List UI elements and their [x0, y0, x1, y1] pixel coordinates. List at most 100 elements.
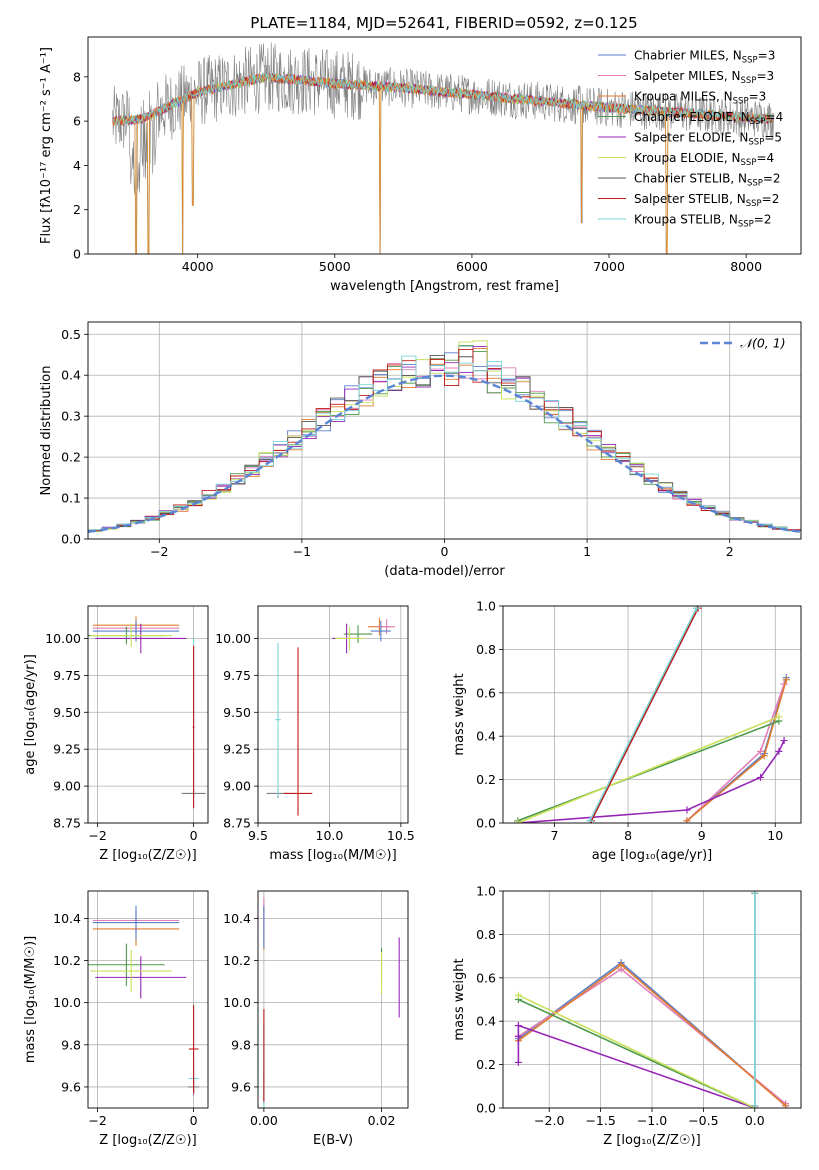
y-axis-label: Normed distribution — [39, 366, 54, 496]
y-tick-label: 9.50 — [53, 705, 81, 720]
weight-marker — [693, 606, 701, 612]
weight-line-7 — [590, 607, 699, 822]
spectrum-line-8 — [112, 71, 774, 126]
weight-marker — [757, 747, 765, 755]
y-tick-label: 10.0 — [223, 995, 251, 1010]
x-tick-label: −1.5 — [585, 1113, 615, 1128]
panel-residuals: −2 −1 0 1 2 0.0 0.1 0.2 0.3 0.4 0.5 (data-model)/er… — [39, 321, 802, 579]
axes-frame — [502, 605, 802, 824]
weight-marker — [782, 676, 790, 684]
x-tick-label: 10 — [767, 828, 783, 843]
gridlines — [503, 605, 801, 824]
panel-weight_vs_age: 7 8 9 10 0.0 0.2 0.4 0.6 0.8 1.0 age [log₁₀(age/yr… — [452, 599, 802, 863]
spectrum-line-6 — [112, 42, 774, 254]
weight-marker — [760, 752, 768, 760]
axes-frame — [87, 321, 802, 540]
weight-marker — [514, 1058, 522, 1066]
y-tick-label: 0.6 — [476, 970, 496, 985]
weight-marker — [782, 1102, 790, 1108]
weight-line-5 — [517, 715, 780, 823]
y-tick-label: 0.8 — [476, 927, 496, 942]
y-tick-label: 0.2 — [476, 772, 496, 787]
panel-weight_vs_Z: −2.0 −1.5 −1.0 −0.5 0.0 0.0 0.2 0.4 0.6 0.8 1.0 Z [… — [452, 884, 802, 1148]
plot-area — [514, 891, 790, 1108]
x-tick-label: 6000 — [456, 259, 488, 274]
errorbar-point-5 — [90, 623, 172, 648]
x-tick-label: −1 — [293, 544, 311, 559]
axes-frame — [87, 36, 802, 255]
y-axis-label: age [log₁₀(age/yr)] — [23, 654, 38, 775]
x-tick-label: 8 — [624, 828, 632, 843]
y-tick-label: 9.8 — [61, 1037, 81, 1052]
y-tick-label: 0.0 — [476, 1101, 496, 1116]
x-tick-label: 2 — [726, 544, 734, 559]
legend-entry: 𝒩(0, 1) — [740, 336, 786, 351]
weight-marker — [586, 817, 594, 823]
y-tick-label: 9.50 — [223, 705, 251, 720]
x-tick-label: 5000 — [319, 259, 351, 274]
x-tick-label: 0.00 — [250, 1113, 278, 1128]
y-tick-label: 10.00 — [45, 631, 81, 646]
y-tick-label: 9.00 — [223, 779, 251, 794]
x-axis-label: Z [log₁₀(Z/Z☉)] — [99, 1133, 196, 1148]
x-tick-label: −2 — [88, 1113, 106, 1128]
panel-mass_vs_Z: −2 0 9.6 9.8 10.0 10.2 10.4 Z [log₁₀(Z/Z☉)] mass… — [23, 890, 209, 1148]
x-tick-label: 10.5 — [387, 828, 415, 843]
errorbar-point-5 — [90, 949, 172, 993]
weight-line-4 — [517, 740, 785, 823]
x-tick-label: 4000 — [182, 259, 214, 274]
y-tick-label: 0 — [73, 247, 81, 262]
y-tick-label: 0.0 — [61, 532, 81, 547]
legend-entry: Salpeter ELODIE, NSSP=5 — [634, 131, 782, 148]
weight-line-5 — [518, 994, 756, 1108]
legend: Chabrier MILES, NSSP=3 Salpeter MILES, NS… — [598, 49, 783, 230]
weight-marker — [775, 747, 783, 755]
y-tick-label: 6 — [73, 114, 81, 129]
y-tick-label: 9.6 — [231, 1079, 251, 1094]
normal-curve — [88, 374, 801, 533]
x-axis-label: wavelength [Angstrom, rest frame] — [330, 279, 559, 294]
weight-marker — [775, 713, 783, 721]
histogram-series-8 — [88, 355, 801, 539]
errorbar-point-7 — [275, 642, 281, 797]
errorbar-point-3 — [343, 625, 373, 643]
y-tick-label: 0.4 — [476, 1014, 496, 1029]
legend-entry: Salpeter MILES, NSSP=3 — [634, 69, 774, 86]
axes-frame — [502, 890, 802, 1109]
y-tick-label: 9.00 — [53, 779, 81, 794]
x-axis-label: Z [log₁₀(Z/Z☉)] — [99, 848, 196, 863]
weight-marker — [751, 891, 759, 897]
y-tick-label: 0.1 — [61, 491, 81, 506]
legend-entry: Chabrier ELODIE, NSSP=4 — [634, 110, 783, 127]
legend-entry: Kroupa STELIB, NSSP=2 — [634, 213, 772, 230]
x-axis-label: Z [log₁₀(Z/Z☉)] — [603, 1133, 700, 1148]
y-tick-label: 10.4 — [223, 911, 251, 926]
panel-spectrum: 4000 5000 6000 7000 8000 0 2 4 6 8 wavelength [Ang… — [39, 36, 802, 294]
weight-marker — [514, 819, 522, 823]
legend-entry: Salpeter STELIB, NSSP=2 — [634, 192, 779, 209]
x-tick-label: 7000 — [593, 259, 625, 274]
y-tick-label: 0.3 — [61, 409, 81, 424]
legend-entry: Chabrier MILES, NSSP=3 — [634, 49, 775, 66]
x-tick-label: −2 — [88, 828, 106, 843]
y-tick-label: 8.75 — [53, 816, 81, 831]
y-tick-label: 8 — [73, 69, 81, 84]
y-tick-label: 0.5 — [61, 327, 81, 342]
x-tick-label: −0.5 — [688, 1113, 718, 1128]
x-tick-label: 0 — [190, 1113, 198, 1128]
y-axis-label: Flux [fλ10⁻¹⁷ erg cm⁻² s⁻¹ A⁻¹] — [39, 47, 54, 244]
y-tick-label: 4 — [73, 158, 81, 173]
y-tick-label: 0.4 — [476, 729, 496, 744]
y-tick-label: 0.4 — [61, 368, 81, 383]
y-axis-label: mass weight — [452, 958, 467, 1040]
x-tick-label: 9 — [698, 828, 706, 843]
weight-line-4 — [517, 1024, 756, 1108]
y-tick-label: 9.25 — [53, 742, 81, 757]
errorbar-point-8 — [192, 645, 195, 809]
errorbar-point-5 — [335, 626, 364, 651]
errorbar-point-4 — [95, 623, 187, 654]
errorbar-point-3 — [88, 943, 165, 986]
weight-marker — [683, 817, 691, 823]
plot-area — [263, 897, 400, 1108]
